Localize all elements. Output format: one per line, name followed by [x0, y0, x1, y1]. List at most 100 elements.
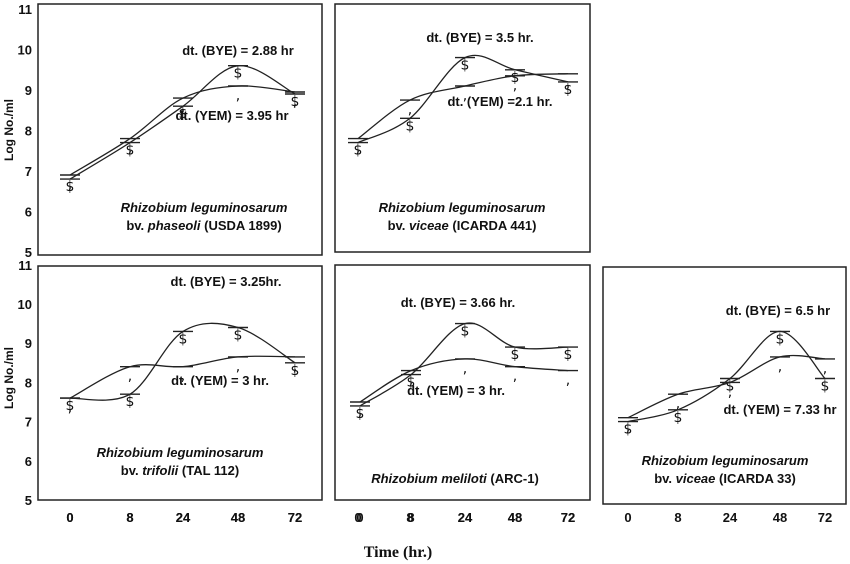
- data-point: $: [668, 409, 688, 426]
- data-point: $: [505, 346, 525, 363]
- series-yem: ,,,, ,dt. (YEM) =2.1 hr.: [348, 73, 578, 157]
- y-tick-label: 8: [25, 375, 32, 390]
- x-tick-label: 0: [624, 510, 631, 525]
- x-tick-label: 8: [126, 510, 133, 525]
- data-point: ,: [120, 137, 140, 157]
- point-marker: $: [179, 331, 188, 347]
- point-marker: ,: [566, 373, 570, 389]
- y-tick-label: 10: [18, 297, 32, 312]
- point-marker: $: [624, 422, 633, 438]
- organism-label: Rhizobium leguminosarum: [642, 453, 809, 468]
- x-tick-label: 72: [288, 510, 302, 525]
- point-marker: ,: [408, 102, 412, 118]
- point-marker: $: [726, 379, 735, 395]
- x-tick-label: 48: [508, 510, 522, 525]
- point-marker: ,: [626, 420, 630, 436]
- data-point: ,: [558, 73, 578, 92]
- point-marker: $: [354, 143, 363, 159]
- point-marker: ,: [728, 384, 732, 400]
- data-point: ,: [505, 75, 525, 94]
- data-point: $: [348, 141, 368, 159]
- data-point: $: [350, 405, 370, 422]
- x-tick-label: 24: [176, 510, 191, 525]
- x-tick-label: 72: [561, 510, 575, 525]
- data-point: $: [285, 93, 305, 110]
- doubling-time-annotation: dt. (BYE) = 3.25hr.: [171, 274, 282, 289]
- point-marker: $: [821, 379, 830, 395]
- series-yem: ,,,, , dt. (YEM) = 7.33 hr: [618, 354, 837, 436]
- y-tick-label: 11: [18, 2, 32, 17]
- x-tick-label: 72: [288, 510, 302, 525]
- y-tick-label: 10: [18, 43, 32, 58]
- data-point: ,: [120, 366, 140, 385]
- point-marker: ,: [293, 94, 297, 110]
- data-point: $: [285, 362, 305, 379]
- chart-panel-2: 0 8 24 48 72$$$$$dt. (BYE) = 3.5 hr.,,,, ,dt.…: [334, 3, 591, 525]
- y-tick-label: 6: [25, 454, 32, 469]
- y-axis-label-bottom: Log No./ml: [2, 347, 16, 409]
- point-marker: $: [66, 179, 75, 195]
- x-tick-label: 8: [126, 510, 133, 525]
- data-point: $: [455, 322, 475, 340]
- organism-label: Rhizobium meliloti (ARC-1): [371, 471, 539, 486]
- y-tick-label: 7: [25, 415, 32, 430]
- point-marker: $: [291, 363, 300, 379]
- data-point: ,: [285, 91, 305, 110]
- data-point: ,: [455, 85, 475, 104]
- x-tick-label: 24: [176, 510, 191, 525]
- y-tick-label: 6: [25, 205, 32, 220]
- data-point: $: [720, 377, 740, 395]
- x-tick-label: 48: [231, 510, 245, 525]
- point-marker: ,: [181, 100, 185, 116]
- chart-panel-5: 0 8 24 48 72 $ $ $ $ $ dt. (BYE) = 6.5 hr,,,, , dt. …: [602, 266, 847, 525]
- x-tick-label: 48: [231, 510, 245, 525]
- y-tick-label: 11: [18, 258, 32, 273]
- data-point: $: [815, 377, 835, 395]
- doubling-time-annotation: dt. (YEM) = 3.95 hr: [175, 108, 288, 123]
- point-marker: $: [234, 66, 243, 82]
- point-marker: $: [674, 410, 683, 426]
- panel-frame: [37, 3, 323, 256]
- point-marker: ,: [68, 400, 72, 416]
- point-marker: ,: [463, 88, 467, 104]
- x-tick-label: 48: [508, 510, 522, 525]
- point-marker: $: [776, 331, 785, 347]
- panel-frame: [334, 3, 591, 253]
- x-tick-label: 0: [356, 510, 363, 525]
- point-marker: $: [179, 106, 188, 122]
- data-point: ,: [455, 358, 475, 377]
- data-point: $: [228, 64, 248, 82]
- doubling-time-annotation: dt. (BYE) = 3.66 hr.: [401, 295, 516, 310]
- series-bye: $ $ $ $ $ dt. (BYE) = 6.5 hr: [618, 303, 835, 438]
- point-marker: $: [564, 82, 573, 98]
- data-point: $: [173, 105, 193, 122]
- point-marker: ,: [236, 359, 240, 375]
- y-tick-label: 9: [25, 83, 32, 98]
- x-axis-title: Time (hr.): [364, 544, 432, 561]
- data-point: ,: [558, 369, 578, 389]
- data-point: ,: [770, 356, 790, 375]
- doubling-time-annotation: dt. (YEM) = 7.33 hr: [723, 402, 836, 417]
- data-point: ,: [720, 381, 740, 400]
- data-point: ,: [505, 366, 525, 385]
- y-tick-label: 9: [25, 336, 32, 351]
- panel-frame: [334, 264, 591, 501]
- x-tick-label: 72: [818, 510, 832, 525]
- panel-frame: [37, 265, 323, 501]
- data-point: ,: [60, 174, 80, 193]
- organism-label: Rhizobium leguminosarum: [121, 200, 288, 215]
- data-point: ,: [173, 366, 193, 385]
- y-axis-label-top: Log No./ml: [2, 99, 16, 161]
- point-marker: $: [66, 398, 75, 414]
- point-marker: $: [511, 347, 520, 363]
- data-point: $: [558, 81, 578, 98]
- data-point: $: [455, 56, 475, 74]
- organism-label: bv. phaseoli (USDA 1899): [126, 218, 281, 233]
- data-point: $: [173, 330, 193, 347]
- point-marker: $: [126, 143, 135, 159]
- doubling-time-annotation: dt. (BYE) = 3.5 hr.: [426, 30, 533, 45]
- data-point: ,: [401, 369, 421, 389]
- point-marker: ,: [513, 78, 517, 94]
- x-tick-label: 8: [407, 510, 414, 525]
- organism-label: bv. viceae (ICARDA 441): [388, 218, 537, 233]
